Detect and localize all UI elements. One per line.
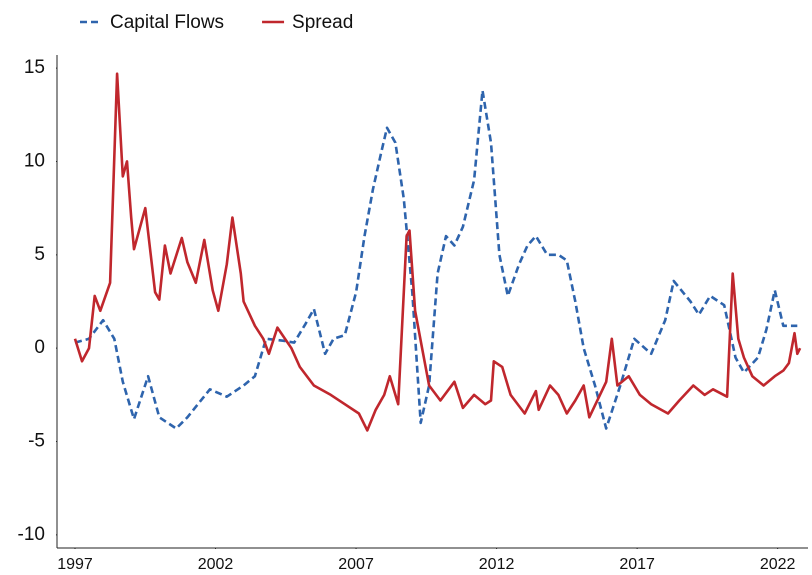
y-tick-label: 0 xyxy=(34,337,45,358)
x-tick-label: 2002 xyxy=(198,556,234,573)
y-tick-label: 10 xyxy=(24,150,45,171)
y-tick-label: 5 xyxy=(34,244,45,265)
x-tick-label: 2012 xyxy=(479,556,515,573)
legend-label: Spread xyxy=(292,12,353,33)
series-line xyxy=(73,72,802,432)
series-line xyxy=(74,89,798,430)
x-tick-label: 1997 xyxy=(57,556,93,573)
x-tick-label: 2022 xyxy=(760,556,796,573)
y-tick-label: -10 xyxy=(18,524,45,545)
x-tick-label: 2017 xyxy=(619,556,655,573)
y-tick-label: 15 xyxy=(24,57,45,78)
y-tick-label: -5 xyxy=(28,431,45,452)
x-tick-label: 2007 xyxy=(338,556,374,573)
legend-label: Capital Flows xyxy=(110,12,224,33)
